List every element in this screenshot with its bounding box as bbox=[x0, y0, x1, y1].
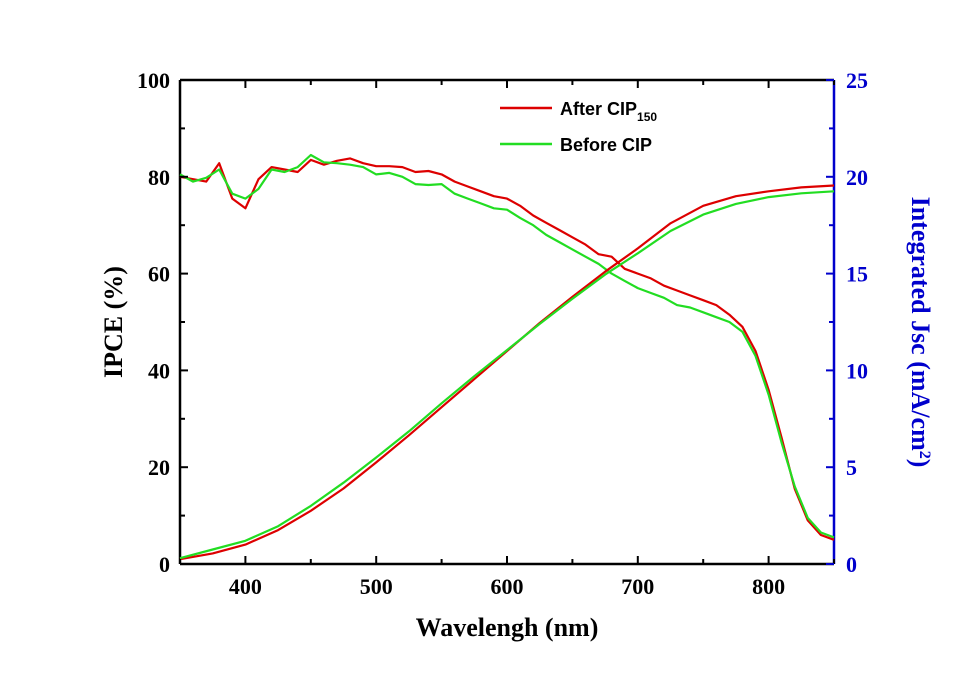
x-axis-title: Wavelengh (nm) bbox=[416, 613, 599, 642]
y-axis-right-title-close: ) bbox=[906, 459, 935, 468]
series-line-before-cip-integrated-jsc bbox=[179, 190, 835, 560]
y-axis-right-title-sup: 2 bbox=[917, 451, 934, 459]
x-tick-label: 800 bbox=[752, 574, 785, 599]
y-right-tick-label: 5 bbox=[846, 455, 857, 480]
y-right-tick-label: 0 bbox=[846, 552, 857, 577]
y-left-tick-label: 20 bbox=[148, 455, 170, 480]
legend-label-subscript: 150 bbox=[637, 110, 657, 124]
x-tick-label: 500 bbox=[360, 574, 393, 599]
ticks-layer: 400 500 600 700 800 0 20 40 60 80 100 0 5 10 15 20 25 bbox=[137, 68, 868, 599]
legend-label: After CIP150 bbox=[560, 99, 657, 124]
y-left-tick-label: 100 bbox=[137, 68, 170, 93]
y-axis-left-title: IPCE (%) bbox=[99, 266, 128, 378]
legend: After CIP150 Before CIP bbox=[500, 99, 657, 155]
series-line-before-cip-ipce bbox=[179, 153, 835, 539]
x-tick-label: 400 bbox=[229, 574, 262, 599]
y-right-tick-label: 15 bbox=[846, 262, 868, 287]
y-right-tick-label: 25 bbox=[846, 68, 868, 93]
legend-label-text: Before CIP bbox=[560, 135, 652, 155]
x-tick-label: 600 bbox=[491, 574, 524, 599]
y-right-tick-label: 10 bbox=[846, 358, 868, 383]
y-left-tick-label: 80 bbox=[148, 165, 170, 190]
x-tick-label: 700 bbox=[621, 574, 654, 599]
legend-label-text: After CIP bbox=[560, 99, 637, 119]
y-left-tick-label: 60 bbox=[148, 262, 170, 287]
y-right-tick-label: 20 bbox=[846, 165, 868, 190]
y-left-tick-label: 0 bbox=[159, 552, 170, 577]
y-axis-right-title-main: Integrated Jsc (mA/cm bbox=[906, 197, 935, 451]
legend-label: Before CIP bbox=[560, 135, 652, 155]
y-left-tick-label: 40 bbox=[148, 358, 170, 383]
y-axis-right-title: Integrated Jsc (mA/cm2) bbox=[906, 197, 935, 468]
series-layer bbox=[179, 153, 835, 561]
series-line-after-cip150-integrated-jsc bbox=[179, 184, 835, 561]
